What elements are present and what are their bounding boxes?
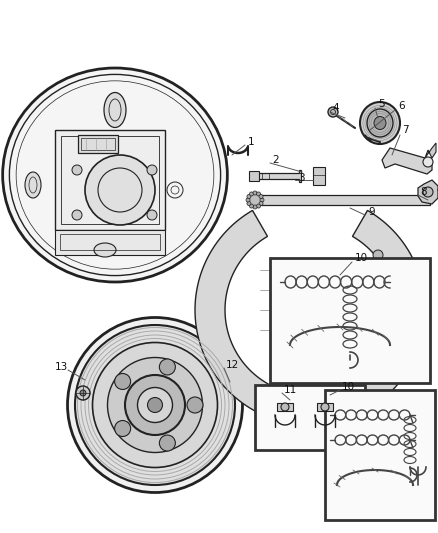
Ellipse shape xyxy=(25,172,41,198)
Text: 2: 2 xyxy=(272,155,279,165)
Circle shape xyxy=(115,374,131,390)
Circle shape xyxy=(76,386,90,400)
Circle shape xyxy=(187,397,203,413)
Ellipse shape xyxy=(92,343,218,467)
Ellipse shape xyxy=(360,102,400,144)
Circle shape xyxy=(147,210,157,220)
Circle shape xyxy=(391,301,399,309)
Ellipse shape xyxy=(104,93,126,127)
Ellipse shape xyxy=(94,243,116,257)
Bar xyxy=(317,403,333,411)
Circle shape xyxy=(247,195,251,198)
Ellipse shape xyxy=(148,398,162,413)
Circle shape xyxy=(159,359,175,375)
Bar xyxy=(270,258,430,383)
Text: 10: 10 xyxy=(342,382,355,392)
Bar xyxy=(55,230,165,255)
Circle shape xyxy=(285,265,295,275)
Bar xyxy=(255,195,430,205)
Circle shape xyxy=(250,192,254,196)
Text: 9: 9 xyxy=(368,207,374,217)
Polygon shape xyxy=(425,143,436,158)
Polygon shape xyxy=(195,211,295,423)
Bar xyxy=(249,171,259,181)
Circle shape xyxy=(423,157,433,167)
Circle shape xyxy=(72,210,82,220)
Ellipse shape xyxy=(125,375,185,435)
Bar xyxy=(55,130,165,230)
Circle shape xyxy=(260,198,264,202)
Circle shape xyxy=(306,326,314,334)
Circle shape xyxy=(257,192,261,196)
Bar xyxy=(81,138,115,150)
Circle shape xyxy=(326,376,334,384)
Text: 12: 12 xyxy=(226,360,239,370)
Bar xyxy=(277,403,293,411)
Circle shape xyxy=(259,195,263,198)
Circle shape xyxy=(373,250,383,260)
Circle shape xyxy=(159,435,175,451)
Ellipse shape xyxy=(107,358,202,453)
Circle shape xyxy=(257,204,261,208)
Bar xyxy=(61,136,159,224)
Bar xyxy=(255,385,365,450)
Text: 5: 5 xyxy=(378,99,385,109)
Ellipse shape xyxy=(3,68,227,282)
Circle shape xyxy=(147,165,157,175)
Text: 6: 6 xyxy=(398,101,405,111)
Ellipse shape xyxy=(138,387,173,423)
Text: 7: 7 xyxy=(402,125,409,135)
Circle shape xyxy=(328,107,338,117)
Bar xyxy=(313,167,325,185)
Circle shape xyxy=(72,165,82,175)
Circle shape xyxy=(423,187,433,197)
Circle shape xyxy=(115,421,131,437)
Ellipse shape xyxy=(75,325,235,485)
Polygon shape xyxy=(257,170,301,182)
Polygon shape xyxy=(325,211,425,423)
Ellipse shape xyxy=(248,193,262,207)
Ellipse shape xyxy=(367,109,393,137)
Text: 13: 13 xyxy=(55,362,68,372)
Text: 8: 8 xyxy=(420,187,427,197)
Text: 4: 4 xyxy=(332,103,339,113)
Circle shape xyxy=(85,155,155,225)
Circle shape xyxy=(381,356,389,364)
Circle shape xyxy=(259,201,263,206)
Text: 3: 3 xyxy=(298,173,304,183)
Ellipse shape xyxy=(374,117,386,130)
Circle shape xyxy=(247,201,251,206)
Circle shape xyxy=(246,198,250,202)
Circle shape xyxy=(281,403,289,411)
Polygon shape xyxy=(382,148,432,174)
Circle shape xyxy=(253,205,257,209)
Circle shape xyxy=(253,191,257,195)
Bar xyxy=(78,135,118,153)
Circle shape xyxy=(250,204,254,208)
Text: 1: 1 xyxy=(248,137,254,147)
Text: 10: 10 xyxy=(355,253,368,263)
Circle shape xyxy=(80,390,86,396)
Text: 11: 11 xyxy=(284,385,297,395)
Polygon shape xyxy=(418,180,438,204)
Bar xyxy=(60,234,160,250)
Ellipse shape xyxy=(67,318,243,492)
Circle shape xyxy=(321,403,329,411)
Bar xyxy=(325,390,435,520)
